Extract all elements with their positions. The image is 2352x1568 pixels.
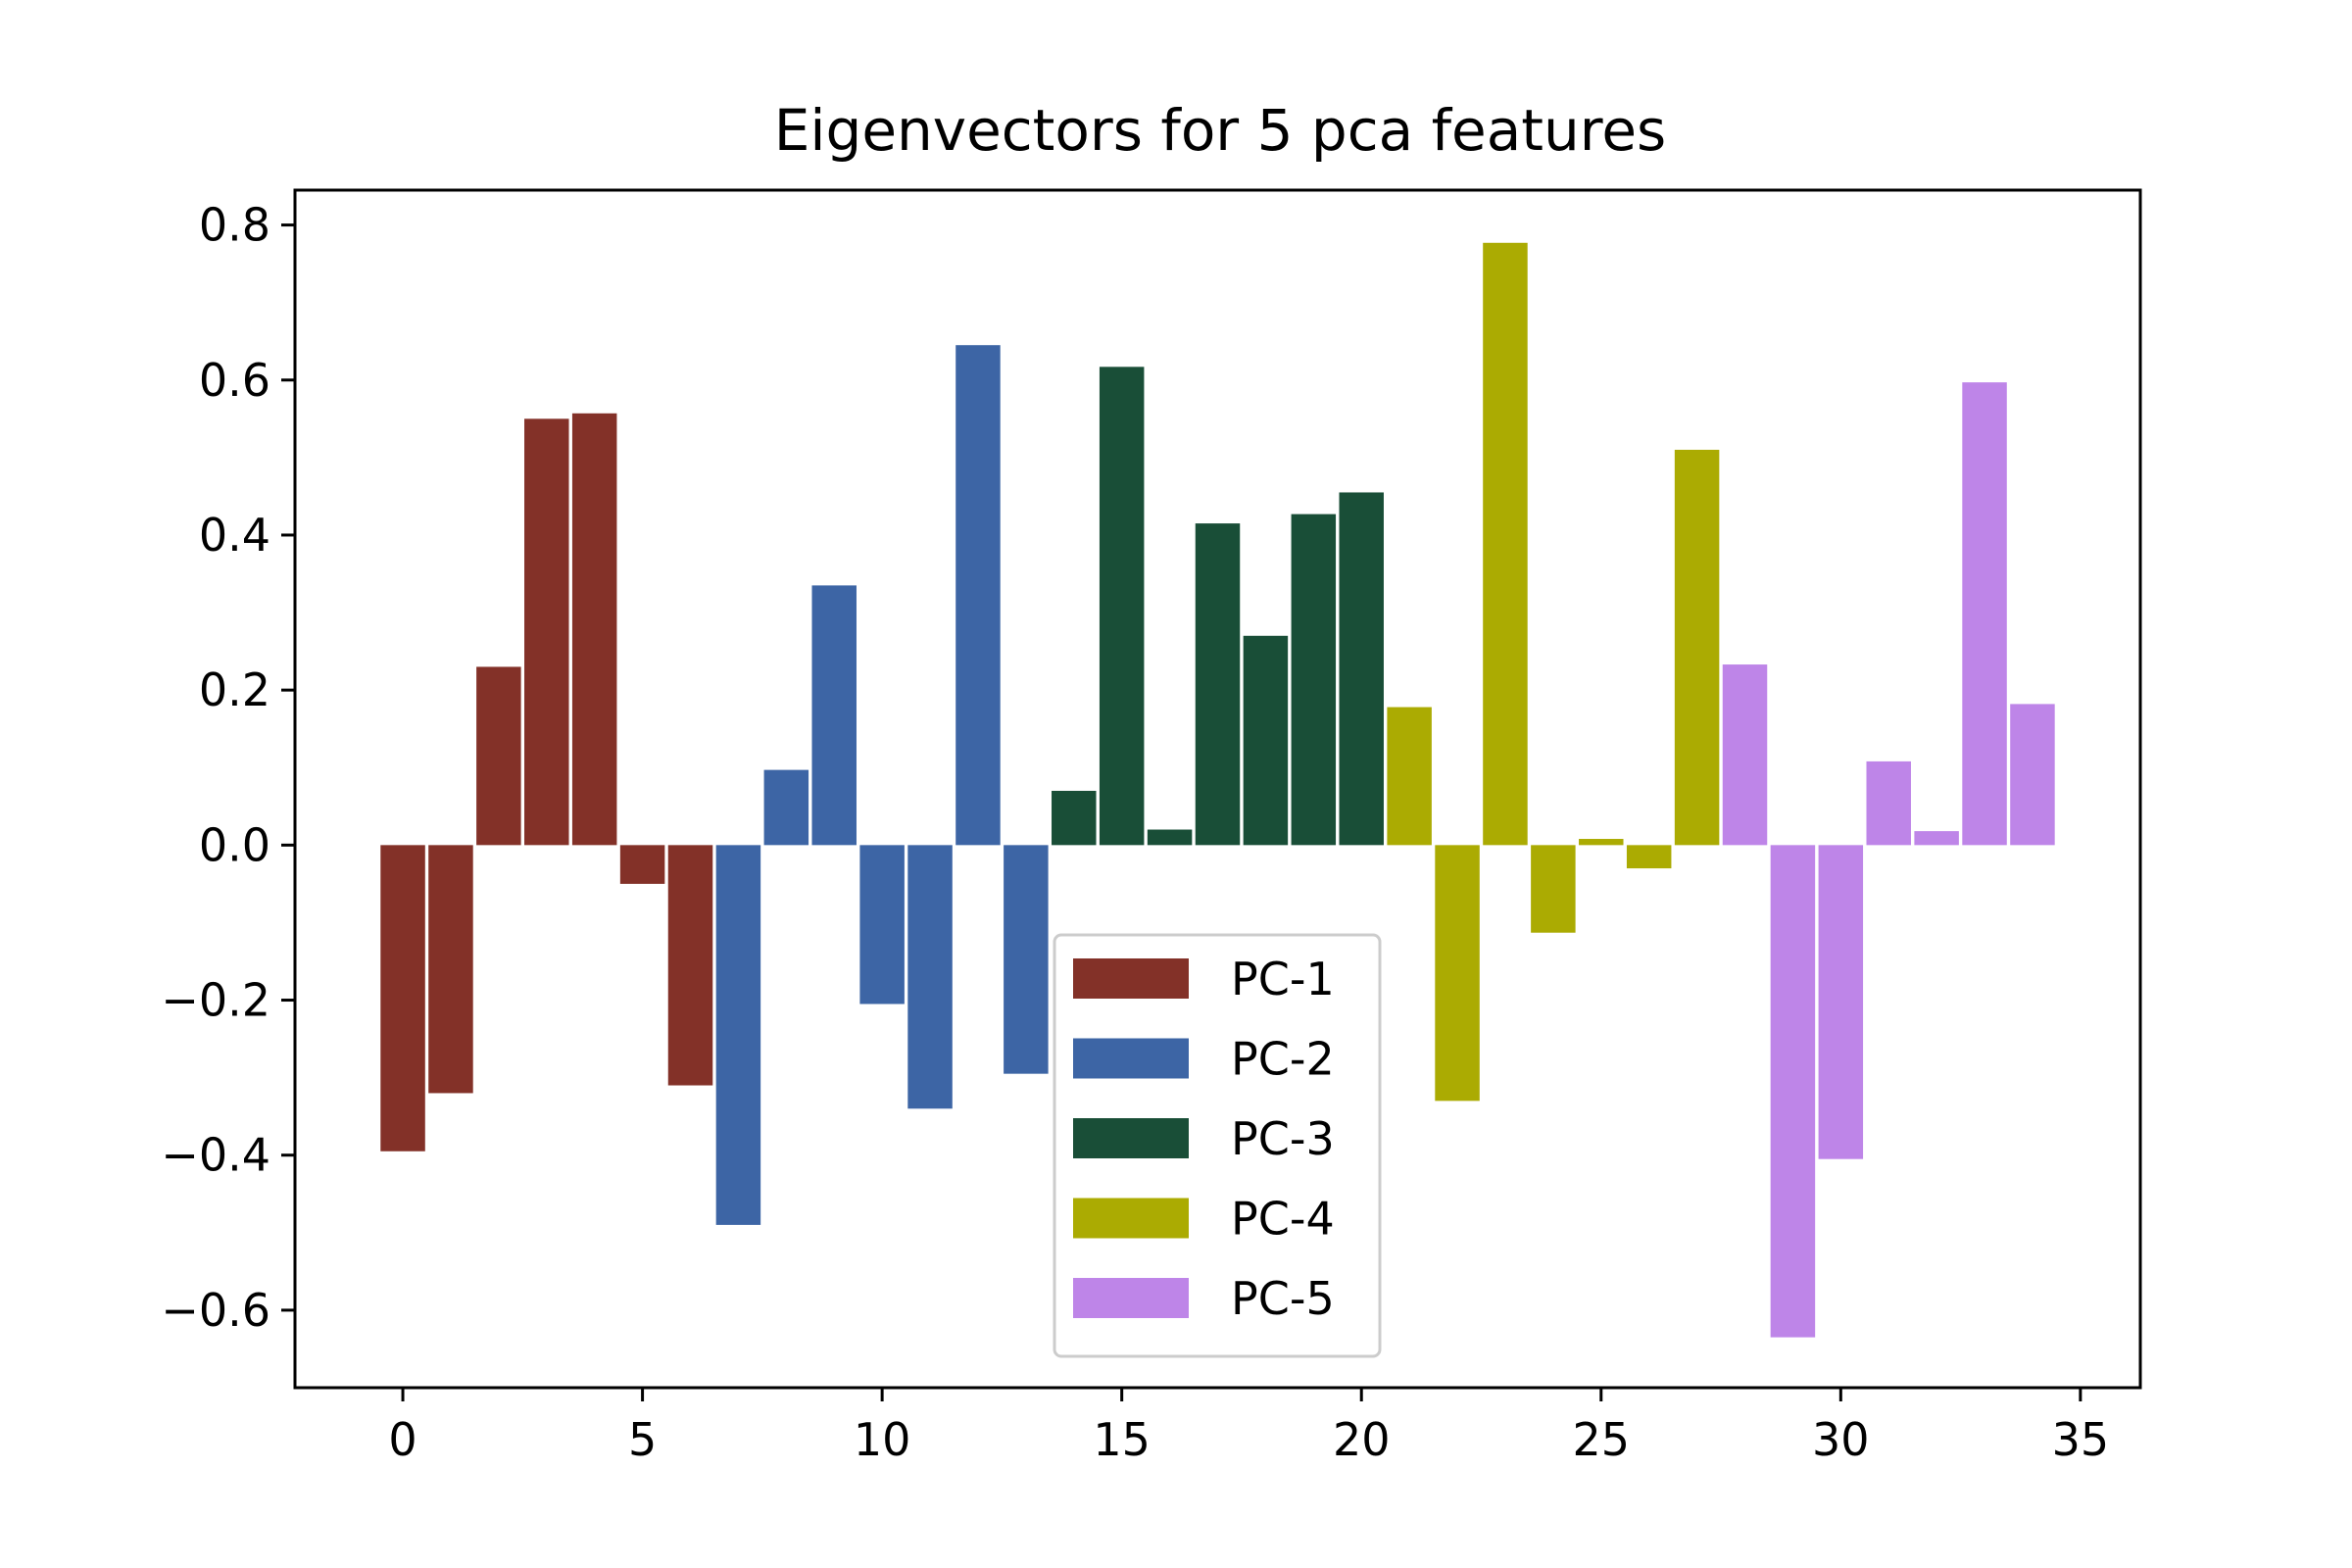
legend-swatch-pc-5 (1073, 1278, 1189, 1318)
y-tick-label: −0.4 (161, 1129, 270, 1182)
bar-pc-2-9 (811, 585, 857, 846)
bar-pc-2-12 (956, 345, 1001, 846)
bar-pc-1-1 (428, 845, 473, 1094)
y-tick-label: 0.2 (199, 663, 270, 716)
bar-pc-4-24 (1531, 845, 1576, 933)
bar-pc-3-15 (1099, 367, 1145, 846)
bars-layer (380, 242, 2055, 1338)
y-tick-label: 0.8 (199, 199, 270, 252)
x-axis: 0 5 10 15 20 25 30 35 (388, 1388, 2109, 1466)
bar-pc-4-25 (1579, 839, 1624, 846)
legend-swatch-pc-2 (1073, 1038, 1189, 1079)
bar-pc-5-28 (1722, 664, 1768, 846)
bar-pc-3-19 (1291, 514, 1337, 846)
bar-pc-3-18 (1243, 635, 1289, 846)
bar-pc-4-22 (1435, 845, 1480, 1102)
y-tick-label: 0.6 (199, 354, 270, 407)
bar-pc-2-11 (907, 845, 953, 1109)
legend: PC-1 PC-2 PC-3 PC-4 PC-5 (1053, 933, 1382, 1358)
chart-title: Eigenvectors for 5 pca features (774, 97, 1666, 164)
bar-pc-2-10 (859, 845, 905, 1004)
bar-pc-1-0 (380, 845, 425, 1152)
x-tick-label: 20 (1333, 1413, 1391, 1466)
bar-pc-5-31 (1866, 760, 1911, 846)
plot-frame (293, 188, 2142, 1390)
bar-pc-1-3 (524, 418, 569, 846)
bar-pc-2-8 (763, 769, 809, 846)
bar-pc-3-17 (1195, 523, 1241, 846)
bar-pc-1-2 (476, 666, 521, 846)
legend-label-pc-1: PC-1 (1231, 953, 1335, 1005)
legend-label-pc-3: PC-3 (1231, 1112, 1335, 1165)
x-tick-label: 25 (1572, 1413, 1630, 1466)
bar-pc-5-29 (1770, 845, 1816, 1338)
x-tick-label: 30 (1812, 1413, 1870, 1466)
bar-pc-1-5 (619, 845, 665, 884)
bar-pc-4-27 (1674, 449, 1720, 846)
y-tick-label: −0.2 (161, 974, 270, 1027)
y-axis: 0.8 0.6 0.4 0.2 0.0 −0.2 −0.4 −0.6 (161, 199, 295, 1337)
bar-pc-4-26 (1626, 845, 1672, 869)
legend-swatch-pc-1 (1073, 958, 1189, 999)
bar-pc-5-34 (2010, 704, 2055, 846)
x-tick-label: 15 (1093, 1413, 1151, 1466)
bar-pc-1-4 (571, 413, 617, 846)
legend-label-pc-5: PC-5 (1231, 1272, 1335, 1325)
x-tick-label: 35 (2052, 1413, 2110, 1466)
y-tick-label: 0.4 (199, 509, 270, 562)
bar-pc-3-20 (1339, 492, 1384, 846)
bar-pc-2-13 (1004, 845, 1049, 1074)
bar-pc-5-33 (1962, 382, 2007, 846)
legend-swatch-pc-4 (1073, 1198, 1189, 1239)
legend-swatch-pc-3 (1073, 1118, 1189, 1158)
x-tick-label: 10 (854, 1413, 911, 1466)
x-tick-label: 0 (388, 1413, 416, 1466)
bar-pc-2-7 (715, 845, 761, 1225)
y-tick-label: 0.0 (199, 818, 270, 871)
bar-pc-3-14 (1052, 790, 1097, 846)
bar-pc-1-6 (667, 845, 713, 1086)
legend-label-pc-4: PC-4 (1231, 1193, 1335, 1246)
bar-pc-5-32 (1914, 831, 1959, 846)
bar-pc-4-23 (1483, 242, 1528, 846)
x-tick-label: 5 (628, 1413, 657, 1466)
bar-pc-5-30 (1818, 845, 1864, 1159)
bar-pc-4-21 (1387, 707, 1432, 846)
bar-pc-3-16 (1147, 829, 1193, 846)
legend-label-pc-2: PC-2 (1231, 1033, 1335, 1086)
y-tick-label: −0.6 (161, 1284, 270, 1337)
